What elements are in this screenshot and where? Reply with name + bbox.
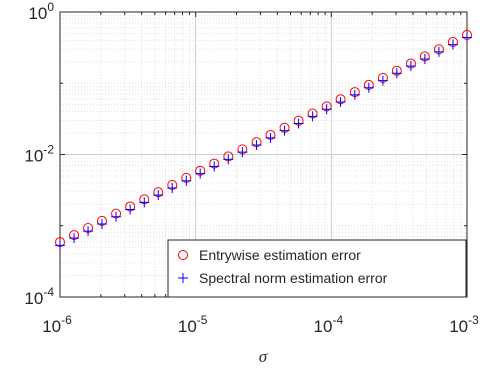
x-tick-label: 10-4 xyxy=(314,313,344,336)
legend-item-spectral: Spectral norm estimation error xyxy=(178,270,388,286)
data-point-plus xyxy=(111,211,122,222)
data-point-plus xyxy=(391,68,402,79)
legend-marker-plus xyxy=(178,273,188,283)
data-point-plus xyxy=(265,132,276,143)
data-point-plus xyxy=(237,147,248,158)
data-point-plus xyxy=(321,104,332,115)
data-point-plus xyxy=(153,190,164,201)
x-tick-label: 10-6 xyxy=(42,313,72,336)
y-tick-label: 10-4 xyxy=(24,285,54,308)
x-tick-labels: 10-6 10-5 10-4 10-3 xyxy=(42,313,479,336)
series-2 xyxy=(55,32,472,251)
data-point-plus xyxy=(405,61,416,72)
data-point-plus xyxy=(125,204,136,215)
series-layer xyxy=(55,29,472,251)
data-point-plus xyxy=(223,154,234,165)
legend: Entrywise estimation error Spectral norm… xyxy=(167,239,467,298)
data-point-plus xyxy=(279,125,290,136)
legend-label-entrywise: Entrywise estimation error xyxy=(199,247,361,263)
data-point-plus xyxy=(433,46,444,57)
y-tick-label: 10-2 xyxy=(24,143,54,166)
data-point-plus xyxy=(419,53,430,64)
data-point-plus xyxy=(195,168,206,179)
legend-box xyxy=(167,239,467,298)
data-point-plus xyxy=(181,175,192,186)
data-point-plus xyxy=(209,161,220,172)
data-point-plus xyxy=(349,89,360,100)
data-point-plus xyxy=(462,32,472,43)
data-point-plus xyxy=(377,75,388,86)
data-point-plus xyxy=(335,97,346,108)
x-tick-label: 10-3 xyxy=(449,313,479,336)
legend-marker-circle xyxy=(178,250,188,260)
data-point-plus xyxy=(251,139,262,150)
data-point-plus xyxy=(447,39,458,50)
data-point-plus xyxy=(97,218,108,229)
data-point-plus xyxy=(363,82,374,93)
y-tick-labels: 10-4 10-2 100 xyxy=(24,0,54,308)
data-point-plus xyxy=(293,118,304,129)
data-point-plus xyxy=(83,226,94,237)
data-point-plus xyxy=(69,233,80,244)
x-axis-label: σ xyxy=(259,347,268,366)
data-point-plus xyxy=(139,197,150,208)
y-tick-label: 100 xyxy=(28,0,54,23)
data-point-plus xyxy=(307,111,318,122)
data-point-plus xyxy=(55,240,65,251)
data-point-plus xyxy=(167,182,178,193)
legend-label-spectral: Spectral norm estimation error xyxy=(199,270,388,286)
legend-item-entrywise: Entrywise estimation error xyxy=(178,247,361,263)
x-tick-label: 10-5 xyxy=(178,313,208,336)
